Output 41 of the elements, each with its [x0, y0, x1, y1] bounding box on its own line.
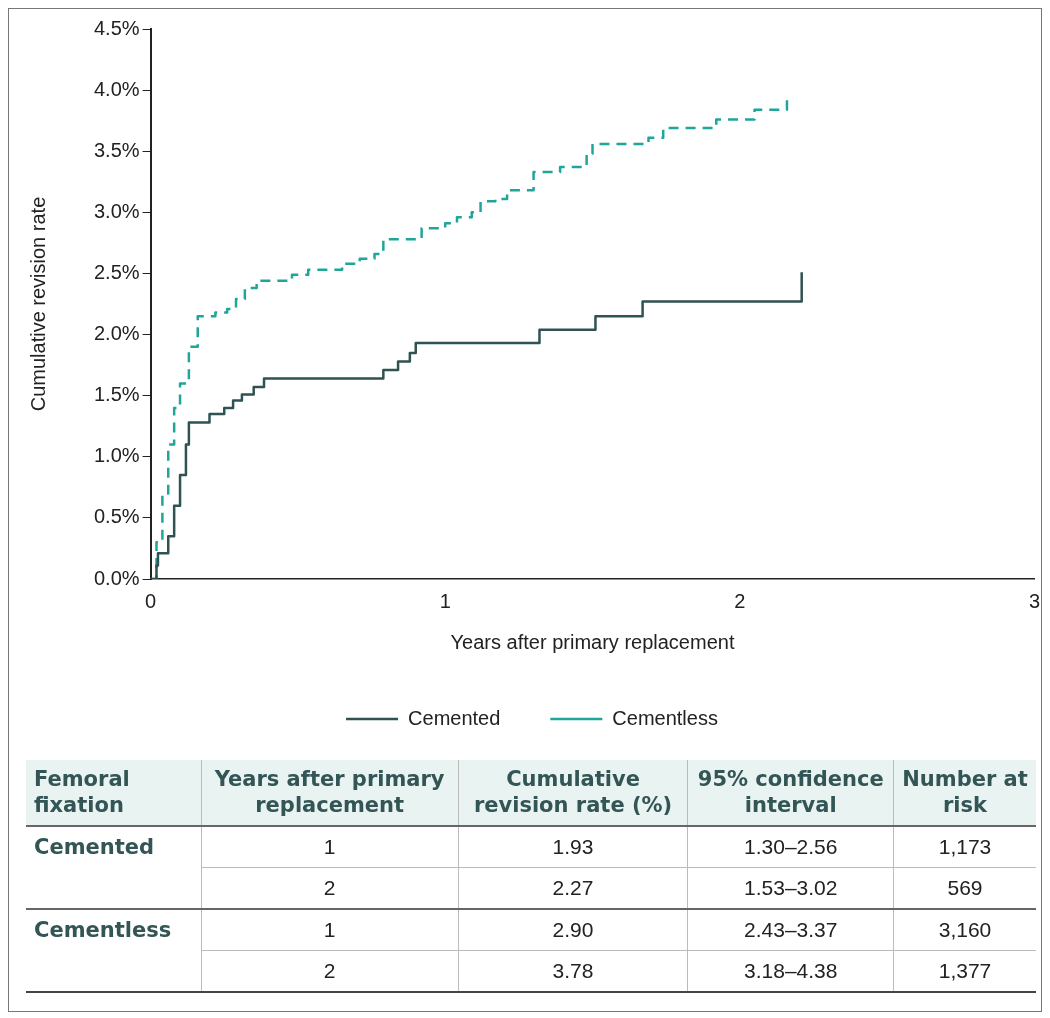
- text: 1,173: [893, 825, 1036, 867]
- y-axis-title: Cumulative revision rate: [26, 196, 49, 412]
- y-tick-label: 3.5%: [93, 138, 140, 161]
- y-tick-label: 2.0%: [93, 322, 140, 345]
- text: Number at risk: [893, 760, 1036, 826]
- y-tick-label: 1.5%: [93, 383, 140, 406]
- y-tick-label: 0.5%: [93, 505, 140, 528]
- text: 2: [201, 867, 459, 909]
- text: Cemented: [26, 825, 202, 909]
- y-tick-label: 4.0%: [93, 77, 140, 100]
- y-tick-label: 2.5%: [93, 260, 140, 283]
- y-tick-label: 0.0%: [93, 566, 140, 589]
- text: 3.78: [458, 950, 688, 992]
- text: 1.30–2.56: [687, 825, 894, 867]
- text: 1: [201, 825, 459, 867]
- y-tick-label: 4.5%: [93, 16, 140, 39]
- x-axis-title: Years after primary replacement: [450, 630, 735, 653]
- text: 3,160: [893, 908, 1036, 950]
- text: 95% confidence interval: [687, 760, 894, 826]
- text: 2.27: [458, 867, 688, 909]
- text: Years after primary replacement: [201, 760, 459, 826]
- x-tick-label: 0: [145, 589, 157, 612]
- text: 2: [201, 950, 459, 992]
- text: 1,377: [893, 950, 1036, 992]
- y-tick-label: 1.0%: [93, 444, 140, 467]
- text: 569: [893, 867, 1036, 909]
- x-tick-label: 2: [734, 589, 746, 612]
- text: Femoral fixation: [26, 760, 202, 826]
- text: Cumulative revision rate (%): [458, 760, 688, 826]
- text: 2.90: [458, 908, 688, 950]
- text: 1: [201, 908, 459, 950]
- text: 3.18–4.38: [687, 950, 894, 992]
- text: 1.53–3.02: [687, 867, 894, 909]
- y-tick-label: 3.0%: [93, 199, 140, 222]
- legend-label: Cemented: [408, 706, 501, 729]
- text: 2.43–3.37: [687, 908, 894, 950]
- x-tick-label: 3: [1028, 589, 1040, 612]
- text: Cementless: [26, 908, 202, 992]
- text: 1.93: [458, 825, 688, 867]
- legend-label: Cementless: [612, 706, 718, 729]
- x-tick-label: 1: [439, 589, 451, 612]
